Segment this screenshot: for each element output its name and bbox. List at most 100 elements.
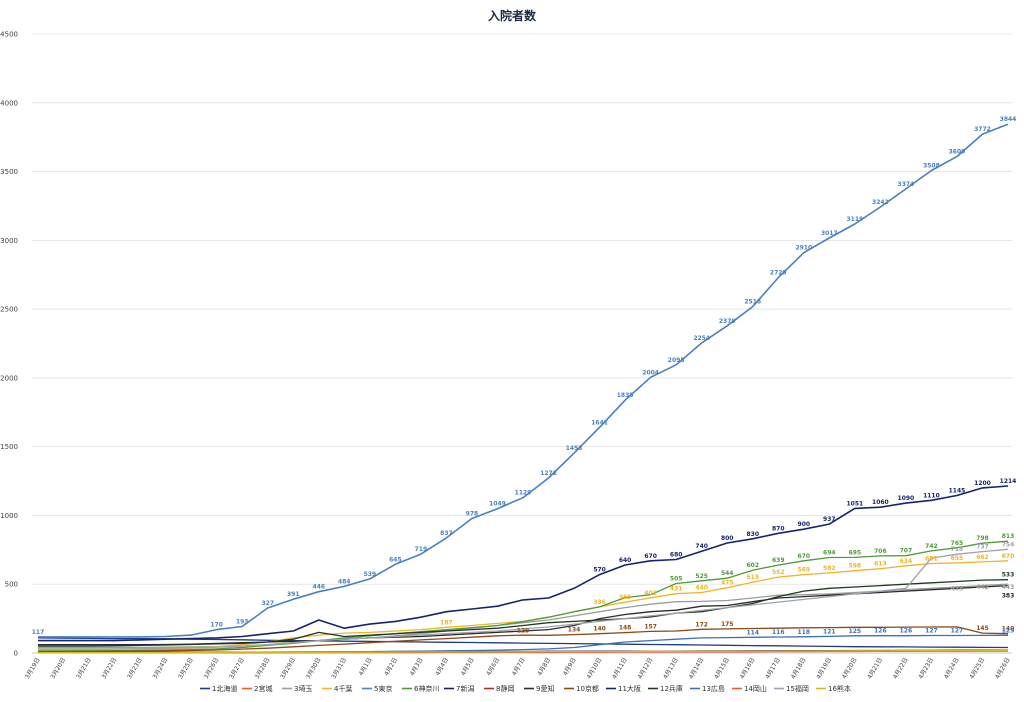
legend-label: 2宮城 (254, 684, 272, 693)
series-line-15福岡 (38, 548, 1009, 650)
data-label: 446 (313, 584, 326, 591)
y-tick-label: 4000 (0, 99, 18, 107)
legend-label: 4千葉 (334, 684, 352, 693)
y-tick-label: 3500 (0, 168, 18, 176)
x-tick-label: 3月26日 (203, 657, 221, 681)
x-tick-label: 3月28日 (254, 657, 272, 681)
legend-label: 9愛知 (536, 684, 554, 693)
data-label: 706 (874, 548, 887, 555)
series-line-10京都 (38, 626, 1009, 653)
data-label: 680 (670, 551, 683, 558)
data-label: 3017 (821, 230, 838, 237)
legend-item: 13広島 (690, 684, 725, 693)
y-tick-label: 1000 (0, 512, 18, 520)
data-label: 1641 (591, 419, 608, 426)
x-tick-label: 3月30日 (305, 657, 323, 681)
series-line-4千葉 (38, 560, 1009, 651)
legend-item: 5東京 (362, 684, 392, 693)
data-label: 3844 (1000, 116, 1017, 123)
data-label: 1272 (540, 470, 557, 477)
legend-item: 4千葉 (322, 684, 352, 693)
y-tick-label: 2500 (0, 306, 18, 314)
data-label: 2379 (719, 318, 736, 325)
data-label: 1129 (515, 490, 532, 497)
x-tick-label: 4月18日 (790, 657, 808, 681)
legend-item: 7新潟 (444, 684, 474, 693)
data-label: 475 (721, 580, 734, 587)
data-label: 937 (823, 516, 836, 523)
series-line-12兵庫 (38, 579, 1009, 647)
legend-item: 16熊本 (816, 684, 851, 693)
data-label: 2518 (744, 299, 761, 306)
y-tick-label: 3000 (0, 237, 18, 245)
series-line-16熊本 (38, 649, 1009, 654)
data-label: 3242 (872, 199, 889, 206)
data-label: 1090 (898, 495, 915, 502)
x-tick-label: 3月22日 (101, 657, 119, 681)
legend: 1北海道 2宮城 3埼玉 4千葉 5東京 6神奈川 7新潟 8静岡 9愛知 10京都 11大阪 12兵… (200, 684, 851, 693)
data-label: 765 (951, 540, 964, 547)
data-label: 1453 (566, 445, 583, 452)
data-label: 695 (849, 549, 862, 556)
data-label: 175 (721, 621, 734, 628)
legend-item: 1北海道 (200, 684, 237, 693)
data-label: 121 (823, 628, 836, 635)
data-label: 129 (1002, 627, 1015, 634)
data-label: 127 (951, 628, 964, 635)
data-label: 707 (900, 548, 913, 555)
x-tick-label: 4月4日 (434, 657, 450, 678)
x-tick-label: 4月19日 (815, 657, 833, 681)
data-label: 3508 (923, 162, 940, 169)
data-label: 157 (644, 623, 657, 630)
data-label: 837 (440, 530, 453, 537)
x-tick-label: 4月25日 (968, 657, 986, 681)
x-tick-label: 4月21日 (866, 657, 884, 681)
data-label: 140 (593, 626, 606, 633)
data-label: 651 (925, 555, 938, 562)
data-label: 391 (287, 591, 300, 598)
legend-item: 14岡山 (732, 684, 767, 693)
x-tick-label: 4月7日 (511, 657, 527, 678)
x-tick-label: 3月27日 (228, 657, 246, 681)
data-label: 670 (798, 553, 811, 560)
x-tick-label: 4月1日 (358, 657, 374, 678)
data-label: 718 (951, 546, 964, 553)
data-label: 129 (517, 627, 530, 634)
data-label: 193 (236, 618, 249, 625)
legend-item: 6神奈川 (402, 684, 439, 693)
data-label: 830 (746, 531, 759, 538)
data-label: 694 (823, 550, 836, 557)
legend-label: 1北海道 (212, 684, 237, 693)
y-tick-label: 500 (5, 581, 18, 589)
data-label: 140 (1002, 626, 1015, 633)
data-label: 440 (695, 584, 708, 591)
data-label: 569 (798, 567, 811, 574)
data-label: 116 (772, 629, 785, 636)
legend-item: 12兵庫 (648, 684, 683, 693)
series-line-1北海道 (37, 637, 1009, 649)
series-line-11大阪 (38, 485, 1009, 642)
data-label: 3119 (846, 216, 863, 223)
data-label: 1200 (974, 480, 991, 487)
series-line-6神奈川 (38, 540, 1009, 652)
x-tick-label: 4月8日 (536, 657, 552, 678)
data-label: 431 (670, 586, 683, 593)
data-label: 662 (976, 554, 989, 561)
data-label: 2095 (668, 357, 685, 364)
x-tick-label: 4月22日 (892, 657, 910, 681)
data-label: 900 (798, 521, 811, 528)
legend-item: 8静岡 (484, 684, 514, 693)
x-tick-label: 3月23日 (126, 657, 144, 681)
x-tick-label: 3月20日 (49, 657, 67, 681)
x-tick-label: 4月10日 (586, 657, 604, 681)
data-label: 800 (721, 535, 734, 542)
data-label: 978 (466, 510, 479, 517)
data-label: 369 (619, 594, 632, 601)
data-labels-layer: 117 170 193 327 391 446 484 539 645 719 837 978 1049… (32, 116, 1017, 636)
x-axis: 3月19日 3月20日 3月21日 3月22日 3月23日 3月24日 3月25日 3月26日… (24, 657, 1012, 681)
x-tick-label: 4月13日 (662, 657, 680, 681)
data-label: 670 (1002, 553, 1015, 560)
legend-item: 11大阪 (606, 684, 641, 693)
data-label: 640 (619, 557, 632, 564)
legend-label: 11大阪 (618, 684, 641, 693)
